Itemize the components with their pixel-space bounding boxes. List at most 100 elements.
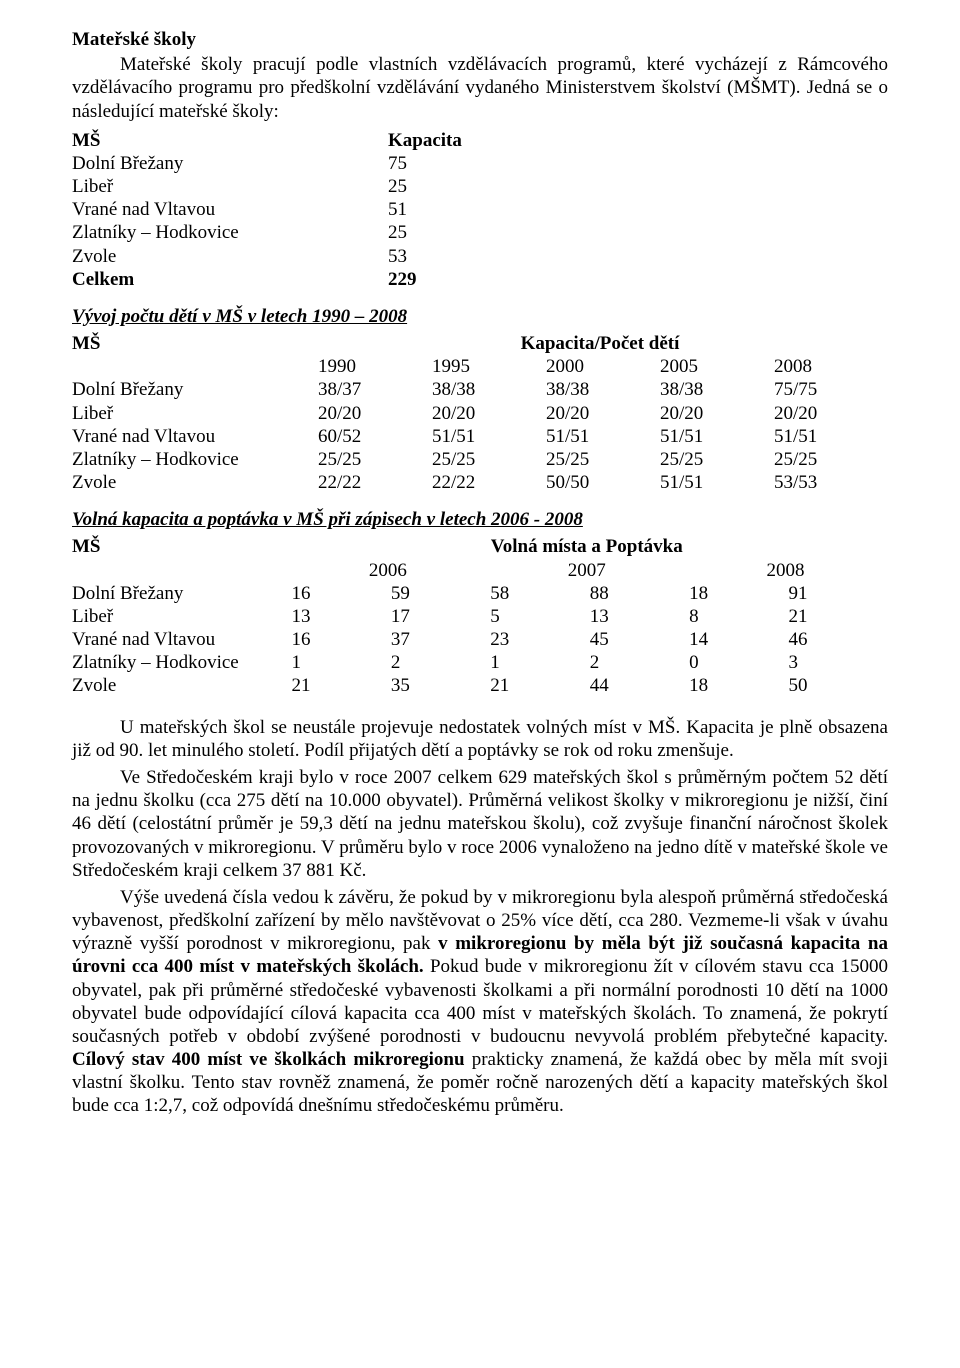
cell-value: 22/22 <box>318 471 432 494</box>
table-row: Zlatníky – Hodkovice 25/25 25/25 25/25 2… <box>72 448 888 471</box>
table-row: Zvole 53 <box>72 245 514 268</box>
cell-value: 16 <box>291 582 390 605</box>
table-row: Zvole 22/22 22/22 50/50 51/51 53/53 <box>72 471 888 494</box>
cell-value: 38/38 <box>432 378 546 401</box>
col-header-ms: MŠ <box>72 535 291 558</box>
para-text: U mateřských škol se neustále projevuje … <box>72 717 888 761</box>
cell-name: Zlatníky – Hodkovice <box>72 221 388 244</box>
cell-value: 14 <box>689 628 788 651</box>
table-row: Dolní Břežany 16 59 58 88 18 91 <box>72 582 888 605</box>
cell-value: 38/37 <box>318 378 432 401</box>
cell-value: 51/51 <box>432 425 546 448</box>
col-header-ms: MŠ <box>72 332 318 355</box>
cell-name: Zlatníky – Hodkovice <box>72 448 318 471</box>
table-row: Dolní Břežany 75 <box>72 152 514 175</box>
cell-value: 13 <box>291 605 390 628</box>
year-header: 2008 <box>689 559 888 582</box>
cell-value: 18 <box>689 674 788 697</box>
cell-name: Vrané nad Vltavou <box>72 628 291 651</box>
para-bold: Cílový stav 400 míst ve školkách mikrore… <box>72 1049 465 1070</box>
year-header: 2008 <box>774 355 888 378</box>
year-header: 2007 <box>490 559 689 582</box>
cell-value: 25/25 <box>660 448 774 471</box>
cell-value: 2 <box>590 651 689 674</box>
total-label: Celkem <box>72 268 388 291</box>
cell-value: 5 <box>490 605 589 628</box>
cell-value: 18 <box>689 582 788 605</box>
cell-value: 1 <box>291 651 390 674</box>
table-row: MŠ Volná místa a Poptávka <box>72 535 888 558</box>
cell-value: 20/20 <box>774 402 888 425</box>
year-header: 1995 <box>432 355 546 378</box>
cell-name: Libeř <box>72 402 318 425</box>
cell-value: 51/51 <box>546 425 660 448</box>
cell-name: Zvole <box>72 471 318 494</box>
cell-value: 37 <box>391 628 490 651</box>
col-header-ms: MŠ <box>72 129 388 152</box>
cell-value: 50 <box>789 674 888 697</box>
para-text: Ve Středočeském kraji bylo v roce 2007 c… <box>72 767 888 881</box>
cell-value: 20/20 <box>660 402 774 425</box>
cell-value: 20/20 <box>546 402 660 425</box>
cell-value: 45 <box>590 628 689 651</box>
cell-name: Dolní Břežany <box>72 152 388 175</box>
cell-name: Zvole <box>72 245 388 268</box>
table-row: MŠ Kapacita <box>72 129 514 152</box>
table-row: Vrané nad Vltavou 16 37 23 45 14 46 <box>72 628 888 651</box>
cell-value: 8 <box>689 605 788 628</box>
cell-value: 53/53 <box>774 471 888 494</box>
col-header-right: Volná místa a Poptávka <box>291 535 888 558</box>
cell-name: Zlatníky – Hodkovice <box>72 651 291 674</box>
intro-text: Mateřské školy pracují podle vlastních v… <box>72 54 888 121</box>
body-paragraph-2: Ve Středočeském kraji bylo v roce 2007 c… <box>72 766 888 882</box>
cell-value: 22/22 <box>432 471 546 494</box>
cell-value: 88 <box>590 582 689 605</box>
cell-value: 75/75 <box>774 378 888 401</box>
cell-value: 25/25 <box>774 448 888 471</box>
cell-name: Dolní Břežany <box>72 378 318 401</box>
cell-value: 25/25 <box>546 448 660 471</box>
table-row-total: Celkem 229 <box>72 268 514 291</box>
evolution-table: MŠ Kapacita/Počet dětí 1990 1995 2000 20… <box>72 332 888 494</box>
section-heading: Mateřské školy <box>72 28 888 51</box>
cell-value: 21 <box>789 605 888 628</box>
cell-name: Vrané nad Vltavou <box>72 425 318 448</box>
cell-value: 75 <box>388 152 514 175</box>
cell-value: 25 <box>388 221 514 244</box>
cell-value: 53 <box>388 245 514 268</box>
total-value: 229 <box>388 268 514 291</box>
table-row: 1990 1995 2000 2005 2008 <box>72 355 888 378</box>
cell-name: Dolní Břežany <box>72 582 291 605</box>
cell-value: 51/51 <box>660 425 774 448</box>
table-row: Vrané nad Vltavou 51 <box>72 198 514 221</box>
cell-value: 25/25 <box>432 448 546 471</box>
table-row: Vrané nad Vltavou 60/52 51/51 51/51 51/5… <box>72 425 888 448</box>
cell-value: 58 <box>490 582 589 605</box>
cell-value: 21 <box>291 674 390 697</box>
cell-value: 21 <box>490 674 589 697</box>
cell-value: 16 <box>291 628 390 651</box>
table-row: Libeř 25 <box>72 175 514 198</box>
cell-value: 51/51 <box>660 471 774 494</box>
body-paragraph-1: U mateřských škol se neustále projevuje … <box>72 716 888 762</box>
cell-value: 20/20 <box>318 402 432 425</box>
year-header: 1990 <box>318 355 432 378</box>
cell-name: Libeř <box>72 175 388 198</box>
cell-value: 51 <box>388 198 514 221</box>
table-row: Dolní Břežany 38/37 38/38 38/38 38/38 75… <box>72 378 888 401</box>
table-row: Libeř 20/20 20/20 20/20 20/20 20/20 <box>72 402 888 425</box>
cell-value: 38/38 <box>546 378 660 401</box>
cell-value: 25/25 <box>318 448 432 471</box>
table-row: MŠ Kapacita/Počet dětí <box>72 332 888 355</box>
table-row: Zlatníky – Hodkovice 25 <box>72 221 514 244</box>
cell-name: Vrané nad Vltavou <box>72 198 388 221</box>
demand-table: MŠ Volná místa a Poptávka 2006 2007 2008… <box>72 535 888 697</box>
year-header: 2006 <box>291 559 490 582</box>
cell-value: 91 <box>789 582 888 605</box>
year-header: 2005 <box>660 355 774 378</box>
table-row: Libeř 13 17 5 13 8 21 <box>72 605 888 628</box>
cell-value: 13 <box>590 605 689 628</box>
table-row: Zvole 21 35 21 44 18 50 <box>72 674 888 697</box>
cell-value: 0 <box>689 651 788 674</box>
cell-value: 44 <box>590 674 689 697</box>
